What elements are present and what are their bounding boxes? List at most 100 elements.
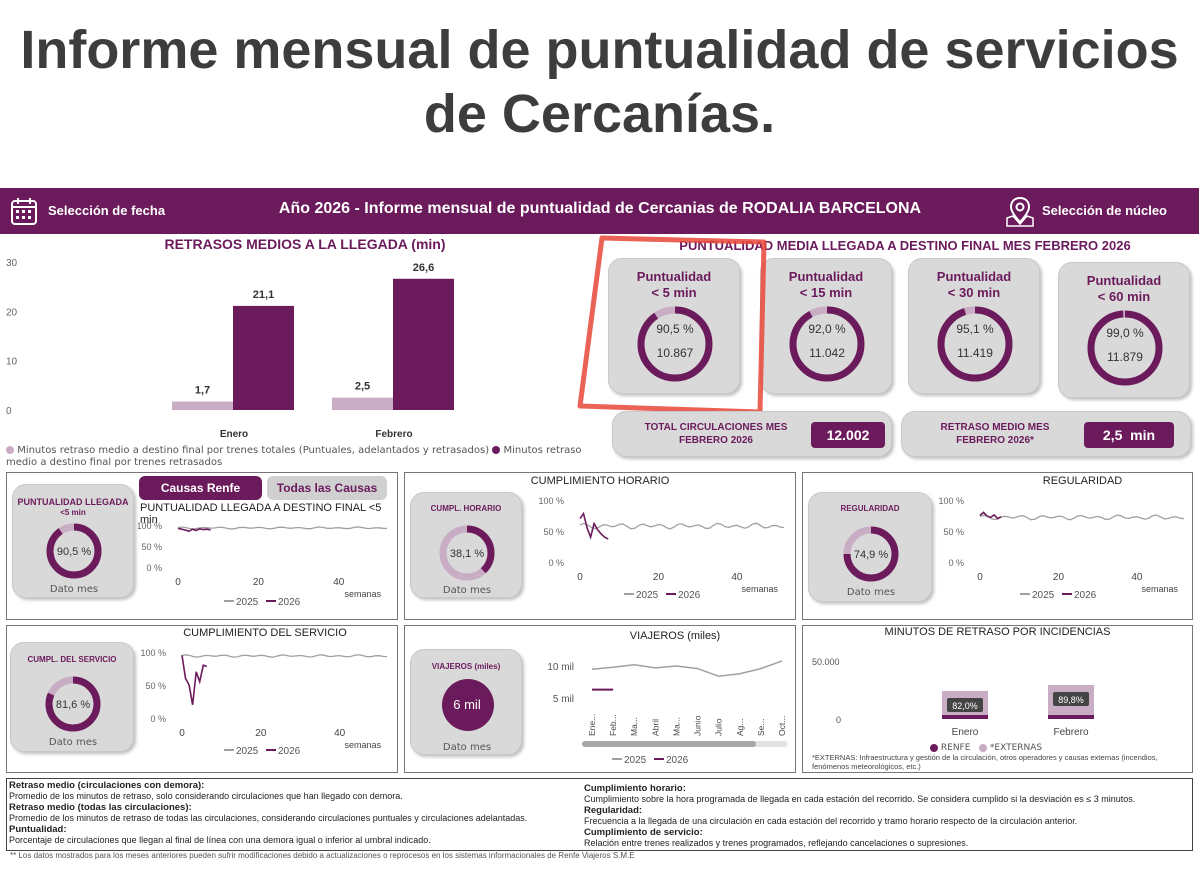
series-2025-line xyxy=(591,660,783,677)
y-tick-label: 10 mil xyxy=(547,662,574,673)
cumplimiento-horario-footer: Dato mes xyxy=(442,585,492,596)
regularidad-donut xyxy=(843,526,899,582)
puntualidad-card-3: Puntualidad < 60 min 99,0 % 11.879 xyxy=(1058,262,1190,398)
bar-value-label: 2,5 xyxy=(355,381,370,393)
x-month-label: Junio xyxy=(693,715,703,736)
x-month-label: Ma... xyxy=(629,717,639,736)
incidencias-panel xyxy=(802,625,1193,773)
legend-label-retrasados: Minutos retraso medio a destino final po… xyxy=(6,445,582,468)
x-month-label: Julio xyxy=(714,718,724,736)
map-pin-icon[interactable] xyxy=(1003,194,1037,228)
x-tick-label: 40 xyxy=(333,577,345,588)
glossary-definition: Porcentaje de circulaciones que llegan a… xyxy=(9,835,431,845)
glossary-term: Cumplimiento de servicio: xyxy=(584,827,703,838)
x-category-label: Enero xyxy=(952,727,979,738)
x-tick-label: 40 xyxy=(334,728,346,739)
incidencias-note: *EXTERNAS: Infraestructura y gestión de … xyxy=(812,753,1158,771)
y-tick-label: 100 % xyxy=(138,521,162,531)
puntualidad-card-label1: Puntualidad xyxy=(636,269,712,284)
y-tick-label: 5 mil xyxy=(553,694,574,705)
y-tick-label: 10 xyxy=(6,357,18,368)
legend-2026-label: 2026 xyxy=(678,590,701,601)
causas-renfe-button[interactable]: Causas Renfe xyxy=(139,476,262,500)
retraso-medio-unit: min xyxy=(1130,427,1156,443)
cumplimiento-servicio-title: CUMPLIMIENTO DEL SERVICIO xyxy=(183,627,347,639)
report-title: Año 2026 - Informe mensual de puntualida… xyxy=(278,200,922,217)
x-month-label: Abril xyxy=(650,719,660,736)
todas-causas-button[interactable]: Todas las Causas xyxy=(267,476,387,500)
regularidad-mini-title: REGULARIDAD xyxy=(840,504,900,513)
bar xyxy=(393,278,454,410)
nucleo-selector-button[interactable]: Selección de núcleo xyxy=(1042,203,1167,218)
puntualidad-card-label2: < 15 min xyxy=(799,285,853,300)
viajeros-mini-card: VIAJEROS (miles) 6 mil Dato mes xyxy=(410,649,522,755)
x-tick-label: 20 xyxy=(253,577,265,588)
puntualidad-card-donut xyxy=(637,306,713,382)
puntualidad-mini-donut xyxy=(46,523,102,579)
viajeros-line-chart: 10 mil 5 mil Ene... Feb... Ma... Abril Ma... Ju… xyxy=(547,660,788,766)
glossary-entry: Retraso medio (todas las circulaciones): xyxy=(9,802,584,813)
x-month-label: Ma... xyxy=(671,717,681,736)
y-tick-label: 0 xyxy=(836,715,841,725)
glossary-term: Regularidad: xyxy=(584,805,643,816)
donut-arc xyxy=(937,306,1013,382)
series-2025-line xyxy=(979,514,1185,521)
x-month-label: Se... xyxy=(756,719,766,736)
incidencias-bar-chart: 50.000 0 82,0% Enero 89,8% Febrero xyxy=(812,657,1094,738)
y-tick-label: 100 % xyxy=(140,648,166,658)
puntualidad-card-count: 11.042 xyxy=(809,346,845,360)
y-tick-label: 50 % xyxy=(145,681,166,691)
puntualidad-chart-title: PUNTUALIDAD LLEGADA A DESTINO FINAL <5 m… xyxy=(140,502,382,526)
scrollbar-thumb[interactable] xyxy=(582,741,756,747)
puntualidad-mini-footer: Dato mes xyxy=(49,584,99,595)
donut-arc xyxy=(46,523,102,579)
legend-swatch-externas xyxy=(979,743,988,752)
puntualidad-card-label2: < 5 min xyxy=(651,285,697,300)
puntualidad-card-pct: 90,5 % xyxy=(656,322,694,336)
viajeros-title: VIAJEROS (miles) xyxy=(629,630,721,642)
highlight-annotation xyxy=(577,235,767,415)
bar-value-badge xyxy=(947,698,983,712)
legend-2026-label: 2026 xyxy=(278,597,301,608)
bar-value-label: 21,1 xyxy=(253,289,274,301)
cumplimiento-servicio-donut xyxy=(45,676,101,732)
footnote: ** Los datos mostrados para los meses an… xyxy=(10,851,635,860)
x-tick-label: 0 xyxy=(977,572,983,583)
puntualidad-card-count: 11.419 xyxy=(957,346,993,360)
glossary-definition: Frecuencia a la llegada de una circulaci… xyxy=(584,816,1078,826)
puntualidad-card-label2: < 60 min xyxy=(1097,289,1151,304)
legend-label-totales: Minutos retraso medio a destino final po… xyxy=(17,445,490,456)
legend-swatch-totales xyxy=(6,446,14,454)
retrasos-bar-chart: 0 10 20 30 Enero 1,7 21,1 Febrero 2,5 26,6 xyxy=(6,258,454,440)
bar xyxy=(172,401,233,410)
legend-swatch-renfe xyxy=(930,743,938,752)
glossary-definition: Promedio de los minutos de retraso, solo… xyxy=(9,791,403,801)
bar-value-label: 89,8% xyxy=(1058,695,1084,705)
puntualidad-mini-card: PUNTUALIDAD LLEGADA <5 min 90,5 % Dato m… xyxy=(12,484,134,598)
legend-swatch-retrasados xyxy=(492,446,501,454)
headline-line-1: Informe mensual de puntualidad de servic… xyxy=(20,20,1179,80)
regularidad-footer: Dato mes xyxy=(846,587,896,598)
cumplimiento-servicio-mini-title: CUMPL. DEL SERVICIO xyxy=(27,655,117,664)
puntualidad-card-donut xyxy=(789,306,865,382)
date-selector-button[interactable]: Selección de fecha xyxy=(48,203,166,218)
glossary-definition: Cumplimiento sobre la hora programada de… xyxy=(584,794,1136,804)
bar-value-label: 82,0% xyxy=(952,701,978,711)
calendar-icon[interactable] xyxy=(10,196,38,226)
puntualidad-mini-sub: <5 min xyxy=(60,508,86,517)
x-axis-label: semanas xyxy=(344,589,381,599)
report-header-bar: Selección de fecha Año 2026 - Informe me… xyxy=(0,188,1199,234)
retraso-medio-label: RETRASO MEDIO MES FEBRERO 2026* xyxy=(940,422,1050,446)
puntualidad-media-title: PUNTUALIDAD MEDIA LLEGADA A DESTINO FINA… xyxy=(679,238,1131,253)
glossary-term: Retraso medio (circulaciones con demora)… xyxy=(9,780,205,791)
x-tick-label: 20 xyxy=(653,572,665,583)
cumplimiento-horario-mini-card: CUMPL. HORARIO 38,1 % Dato mes xyxy=(410,492,522,598)
x-category-label: Febrero xyxy=(1053,727,1088,738)
x-axis-label: semanas xyxy=(344,740,381,750)
x-month-label: Ene... xyxy=(587,714,597,736)
cumplimiento-servicio-value: 81,6 % xyxy=(55,699,91,711)
regularidad-title: REGULARIDAD xyxy=(1042,475,1123,487)
